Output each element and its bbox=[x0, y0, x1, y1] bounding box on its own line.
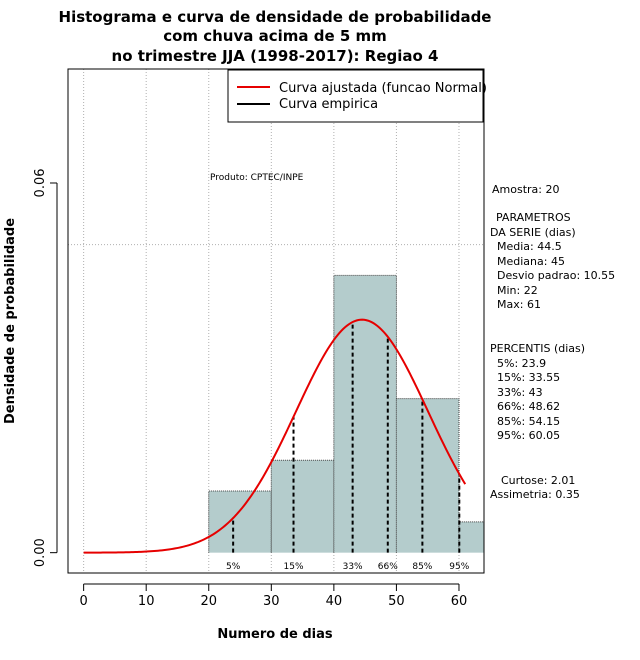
histogram-bar bbox=[271, 460, 334, 553]
x-tick-label: 0 bbox=[79, 594, 87, 609]
histogram-bar bbox=[458, 521, 484, 553]
percentile-lines bbox=[232, 322, 461, 553]
x-axis: 0 10 20 30 40 50 60 bbox=[79, 583, 468, 609]
stats-percentil-5: 5%: 23.9 bbox=[497, 357, 546, 370]
y-axis-label: Densidade de probabilidade bbox=[3, 218, 18, 424]
percentile-label: 95% bbox=[449, 562, 469, 572]
legend-empirical-label: Curva empirica bbox=[279, 97, 378, 112]
x-tick-label: 20 bbox=[200, 594, 217, 609]
stats-param-mean: Media: 44.5 bbox=[497, 240, 562, 253]
chart-title-line-2: com chuva acima de 5 mm bbox=[163, 27, 387, 45]
histogram-bar-outline bbox=[270, 459, 335, 553]
percentile-label: 33% bbox=[343, 562, 363, 572]
stats-percentil-15: 15%: 33.55 bbox=[497, 371, 560, 384]
stats-percentil-95: 95%: 60.05 bbox=[497, 429, 560, 442]
chart-title-line-1: Histograma e curva de densidade de proba… bbox=[59, 8, 492, 26]
x-axis-label: Numero de dias bbox=[217, 627, 333, 642]
histogram-bar bbox=[333, 275, 397, 553]
stats-percentil-33: 33%: 43 bbox=[497, 386, 543, 399]
stats-param-median: Mediana: 45 bbox=[497, 255, 565, 268]
y-tick-label: 0.06 bbox=[33, 169, 48, 198]
percentile-label: 5% bbox=[226, 562, 241, 572]
plot-frame bbox=[67, 68, 485, 574]
stats-params-title-1: PARAMETROS bbox=[496, 211, 571, 224]
percentile-label: 15% bbox=[284, 562, 304, 572]
chart-title-line-3: no trimestre JJA (1998-2017): Regiao 4 bbox=[112, 47, 439, 65]
stats-percentil-66: 66%: 48.62 bbox=[497, 400, 560, 413]
stats-assimetria: Assimetria: 0.35 bbox=[490, 488, 580, 501]
x-tick-label: 50 bbox=[388, 594, 405, 609]
stats-percentil-85: 85%: 54.15 bbox=[497, 415, 560, 428]
histogram-bars bbox=[208, 274, 485, 553]
x-tick-label: 40 bbox=[326, 594, 343, 609]
stats-panel: Amostra: 20 PARAMETROS DA SERIE (dias) M… bbox=[490, 183, 615, 501]
stats-param-sd: Desvio padrao: 10.55 bbox=[497, 269, 615, 282]
percentile-labels: 5% 15% 33% 66% 85% 95% bbox=[226, 562, 470, 572]
legend-fit-label: Curva ajustada (funcao Normal) bbox=[279, 81, 487, 96]
histogram-bar bbox=[208, 491, 272, 553]
percentile-label: 66% bbox=[378, 562, 398, 572]
stats-sample: Amostra: 20 bbox=[492, 183, 559, 196]
x-tick-label: 30 bbox=[263, 594, 280, 609]
y-tick-label: 0.00 bbox=[33, 538, 48, 567]
stats-param-min: Min: 22 bbox=[497, 284, 538, 297]
legend-box bbox=[227, 69, 484, 123]
x-tick-label: 10 bbox=[138, 594, 155, 609]
stats-percentis-title: PERCENTIS (dias) bbox=[490, 342, 585, 355]
x-tick-label: 60 bbox=[451, 594, 468, 609]
stats-param-max: Max: 61 bbox=[497, 298, 541, 311]
stats-params-title-2: DA SERIE (dias) bbox=[490, 226, 576, 239]
y-axis: 0.00 0.06 bbox=[33, 169, 58, 567]
percentile-label: 85% bbox=[412, 562, 432, 572]
legend: Curva ajustada (funcao Normal) Curva emp… bbox=[227, 69, 487, 123]
stats-curtose: Curtose: 2.01 bbox=[501, 474, 575, 487]
histogram-bar bbox=[396, 398, 459, 553]
normal-fit-curve bbox=[83, 318, 467, 554]
product-label: Produto: CPTEC/INPE bbox=[210, 173, 304, 183]
